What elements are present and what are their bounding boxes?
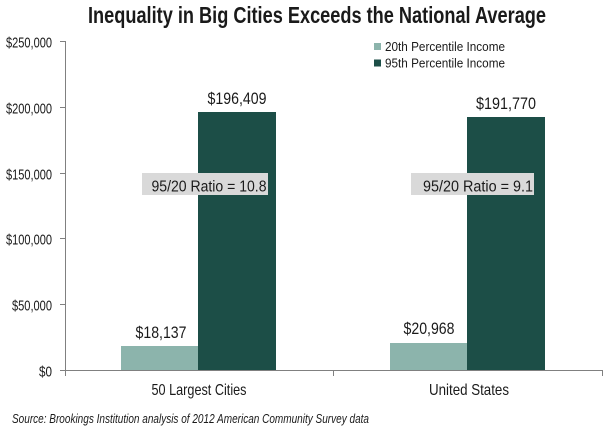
svg-text:$0: $0 [39, 364, 52, 381]
svg-text:$50,000: $50,000 [12, 298, 52, 315]
svg-text:United States: United States [429, 382, 509, 399]
svg-text:20th Percentile Income: 20th Percentile Income [385, 40, 505, 54]
svg-text:$191,770: $191,770 [476, 95, 536, 113]
svg-text:95/20 Ratio = 9.1: 95/20 Ratio = 9.1 [423, 179, 533, 196]
svg-text:Source: Brookings Institution: Source: Brookings Institution analysis o… [12, 412, 369, 426]
svg-text:$20,968: $20,968 [404, 320, 455, 338]
svg-text:$100,000: $100,000 [6, 232, 52, 249]
svg-text:Inequality in Big Cities Excee: Inequality in Big Cities Exceeds the Nat… [88, 2, 546, 28]
svg-text:$18,137: $18,137 [136, 324, 187, 342]
svg-text:$196,409: $196,409 [208, 90, 267, 108]
svg-text:$250,000: $250,000 [6, 35, 52, 52]
svg-text:$150,000: $150,000 [6, 167, 52, 184]
svg-text:95th Percentile Income: 95th Percentile Income [385, 57, 505, 71]
svg-text:$200,000: $200,000 [6, 101, 52, 118]
svg-text:95/20 Ratio = 10.8: 95/20 Ratio = 10.8 [152, 179, 267, 196]
svg-text:50 Largest Cities: 50 Largest Cities [152, 382, 247, 399]
